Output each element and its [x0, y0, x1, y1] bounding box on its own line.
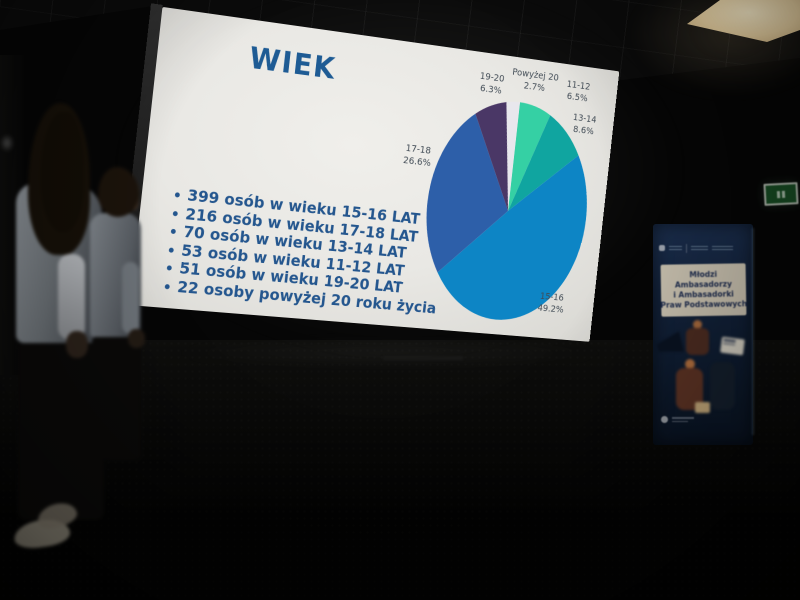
banner-logo-text-lines — [712, 246, 733, 251]
banner-logo-divider — [686, 244, 687, 253]
exit-sign-pictogram — [766, 184, 797, 204]
pie-label-13-14: 13-14 8.6% — [571, 113, 597, 139]
pie-label-11-12: 11-12 6.5% — [565, 79, 591, 105]
pie-label-17-18: 17-18 26.6% — [402, 143, 432, 170]
illustration-figure — [710, 362, 735, 410]
banner-logo-text-lines — [691, 246, 708, 251]
person-2-legs — [92, 336, 141, 460]
illustration-figure — [686, 328, 709, 355]
pie-label-percent: 49.2% — [537, 303, 564, 317]
person-2-head — [98, 167, 139, 217]
banner-logo-strip — [659, 241, 748, 255]
banner-headline-line: Praw Podstawowych — [660, 299, 747, 311]
person-1-arm — [58, 254, 85, 340]
banner-bottom-logo — [661, 416, 694, 423]
exit-sign — [763, 182, 798, 206]
illustration-tag — [720, 337, 745, 356]
banner-logo-text-lines — [669, 246, 682, 251]
pie-label-15-16: 15-16 49.2% — [537, 291, 565, 316]
banner-headline: Młodzi Ambasadorzy i Ambasadorki Praw Po… — [661, 263, 747, 316]
banner-bottom-logo-text — [672, 417, 694, 422]
person-2-hand — [128, 329, 145, 348]
banner-headline-line: Młodzi — [689, 270, 717, 280]
pie-label-19-20: 19-20 6.3% — [478, 71, 505, 97]
banner-bottom-logo-icon — [661, 416, 668, 423]
banner-logo-icon — [659, 245, 665, 251]
person-2-arm — [122, 262, 139, 334]
audience-silhouettes — [0, 0, 260, 600]
banner-illustration — [657, 318, 749, 420]
rollup-banner: Młodzi Ambasadorzy i Ambasadorki Praw Po… — [653, 224, 753, 445]
person-1-hair-front — [40, 112, 84, 232]
illustration-object — [695, 402, 710, 413]
megaphone-icon — [655, 331, 684, 357]
person-1-hand — [66, 331, 88, 358]
conference-room-photo: WIEK 11-12 6.5% 13-14 8.6% 15-16 49.2% 1… — [0, 0, 800, 600]
